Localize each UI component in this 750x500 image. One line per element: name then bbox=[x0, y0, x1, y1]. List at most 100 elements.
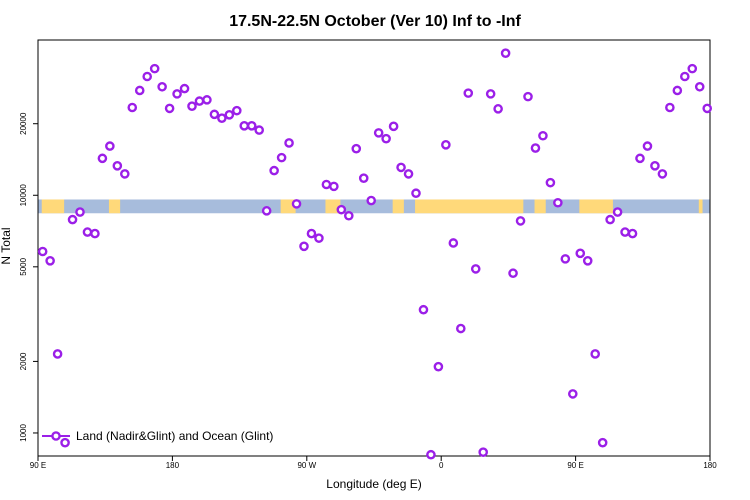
data-point bbox=[82, 227, 93, 237]
data-point bbox=[403, 169, 414, 179]
data-point bbox=[448, 238, 459, 248]
data-points bbox=[37, 48, 713, 460]
y-tick-label: 1000 bbox=[19, 424, 28, 442]
data-point bbox=[202, 95, 212, 105]
data-point bbox=[134, 85, 145, 96]
data-point bbox=[75, 207, 85, 217]
land-strip-segment bbox=[698, 199, 703, 214]
y-tick-label: 2000 bbox=[19, 352, 28, 370]
data-point bbox=[52, 349, 63, 359]
data-point bbox=[366, 195, 377, 206]
data-point bbox=[478, 447, 489, 457]
y-axis: 1000 2000 5000 10000 20000 bbox=[19, 112, 38, 442]
legend: Land (Nadir&Glint) and Ocean (Glint) bbox=[42, 429, 273, 443]
data-point bbox=[560, 254, 571, 264]
legend-marker-swatch bbox=[51, 431, 61, 441]
data-point bbox=[239, 120, 250, 131]
data-point bbox=[657, 169, 668, 179]
data-point bbox=[120, 169, 130, 179]
x-tick-label: 180 bbox=[703, 461, 717, 470]
data-point bbox=[650, 161, 660, 171]
surface-type-strip bbox=[38, 199, 710, 214]
data-point bbox=[149, 63, 160, 74]
data-point bbox=[112, 161, 123, 171]
x-axis-label: Longitude (deg E) bbox=[326, 477, 421, 491]
y-tick-label: 10000 bbox=[19, 184, 28, 207]
data-point bbox=[172, 89, 182, 99]
data-point bbox=[515, 216, 526, 226]
data-point bbox=[441, 140, 451, 150]
data-point bbox=[284, 138, 294, 148]
data-point bbox=[373, 128, 384, 138]
data-point bbox=[426, 449, 436, 460]
data-point bbox=[224, 110, 235, 120]
y-tick-label: 20000 bbox=[19, 112, 28, 135]
data-point bbox=[627, 228, 638, 239]
data-point bbox=[433, 361, 444, 372]
chart-title: 17.5N-22.5N October (Ver 10) Inf to -Inf bbox=[229, 13, 521, 30]
data-point bbox=[142, 71, 152, 82]
land-strip-segment bbox=[534, 199, 546, 214]
data-point bbox=[329, 181, 339, 192]
data-point bbox=[485, 89, 496, 99]
data-point bbox=[179, 83, 190, 94]
x-tick-label: 0 bbox=[439, 461, 444, 470]
data-point bbox=[231, 105, 242, 116]
data-point bbox=[396, 162, 406, 173]
data-point bbox=[254, 125, 265, 135]
data-point bbox=[500, 48, 511, 58]
data-point bbox=[276, 152, 287, 163]
data-point bbox=[90, 228, 100, 239]
legend-label: Land (Nadir&Glint) and Ocean (Glint) bbox=[76, 429, 273, 443]
data-point bbox=[351, 143, 362, 154]
data-point bbox=[157, 81, 167, 92]
data-point bbox=[702, 103, 713, 114]
data-point bbox=[470, 264, 481, 274]
data-point bbox=[217, 113, 227, 123]
data-point bbox=[575, 248, 586, 259]
data-point bbox=[530, 143, 541, 153]
data-point bbox=[67, 214, 78, 225]
data-point bbox=[45, 256, 55, 266]
data-point bbox=[306, 228, 317, 239]
data-point bbox=[60, 437, 70, 448]
data-point bbox=[642, 141, 653, 151]
data-point bbox=[291, 199, 302, 209]
data-point bbox=[314, 233, 324, 243]
data-point bbox=[187, 101, 197, 111]
data-point bbox=[605, 214, 615, 225]
data-point bbox=[97, 153, 108, 164]
data-point bbox=[336, 204, 347, 215]
data-point bbox=[209, 109, 220, 120]
x-tick-label: 90 W bbox=[297, 461, 316, 470]
data-point bbox=[635, 153, 645, 164]
data-point bbox=[127, 102, 138, 113]
x-axis: 90 E 180 90 W 0 90 E 180 bbox=[30, 456, 717, 470]
data-point bbox=[665, 102, 675, 113]
x-tick-label: 90 E bbox=[30, 461, 46, 470]
land-strip-segment bbox=[392, 199, 404, 214]
data-point bbox=[261, 206, 272, 216]
land-strip-segment bbox=[415, 199, 524, 214]
data-point bbox=[553, 197, 563, 208]
data-point bbox=[508, 268, 518, 279]
data-point bbox=[523, 91, 533, 102]
land-strip-segment bbox=[41, 199, 65, 214]
data-point bbox=[358, 173, 369, 183]
data-point bbox=[194, 96, 205, 106]
plot-frame bbox=[37, 39, 711, 457]
data-point bbox=[455, 323, 466, 334]
data-point bbox=[321, 179, 332, 190]
data-point bbox=[612, 207, 623, 217]
data-point bbox=[582, 256, 593, 266]
data-point bbox=[597, 437, 608, 448]
data-point bbox=[343, 210, 354, 221]
land-strip-segment bbox=[579, 199, 613, 214]
data-point bbox=[590, 349, 601, 359]
land-strip-segment bbox=[108, 199, 121, 214]
y-axis-label: N Total bbox=[0, 227, 13, 264]
data-point bbox=[463, 88, 474, 98]
data-point bbox=[680, 71, 690, 82]
data-point bbox=[620, 227, 630, 237]
